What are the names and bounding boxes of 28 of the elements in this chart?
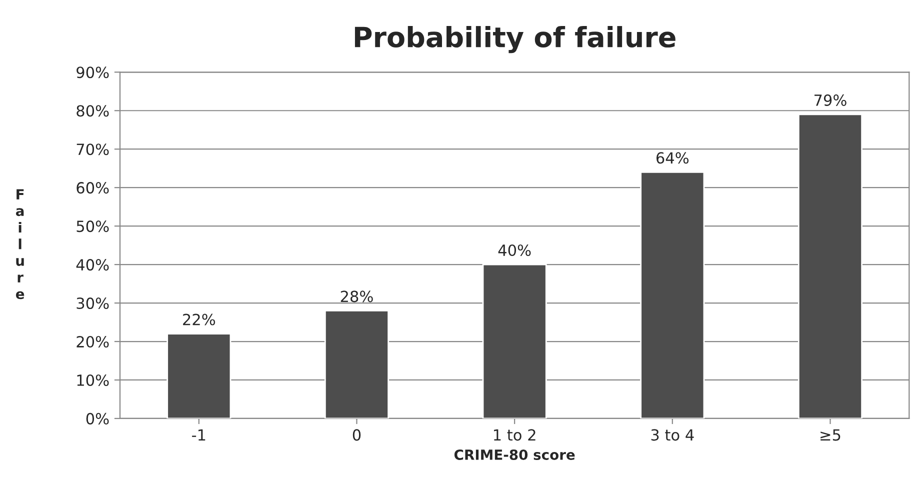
bar [324, 310, 389, 418]
y-axis-title: Failure [16, 189, 24, 300]
bar [166, 333, 232, 418]
data-label: 64% [656, 152, 689, 164]
data-label: 28% [340, 290, 373, 302]
x-tick-label: 1 to 2 [494, 429, 536, 441]
bar [482, 264, 547, 418]
data-label: 40% [498, 244, 531, 256]
data-label: 22% [183, 314, 216, 326]
x-axis-title: CRIME-80 score [454, 449, 575, 460]
x-tick-label: ≥5 [820, 429, 840, 441]
x-tick-label: -1 [192, 429, 206, 440]
x-tick-label: 3 to 4 [651, 429, 694, 441]
y-tick-label: 10% [77, 374, 109, 386]
x-tick-label: 0 [352, 429, 361, 441]
bar [640, 172, 705, 418]
data-label: 79% [814, 94, 846, 106]
y-tick-label: 20% [76, 336, 109, 348]
y-tick-label: 50% [76, 220, 109, 232]
bar [798, 114, 862, 418]
y-tick-label: 40% [76, 259, 109, 271]
y-tick-label: 70% [76, 144, 109, 156]
y-tick-label: 30% [76, 297, 109, 310]
chart-title: Probability of failure [354, 26, 676, 54]
y-tick-label: 0% [86, 412, 109, 424]
y-tick-label: 90% [76, 66, 109, 78]
y-tick-label: 60% [76, 182, 109, 194]
y-tick-label: 80% [76, 105, 109, 117]
